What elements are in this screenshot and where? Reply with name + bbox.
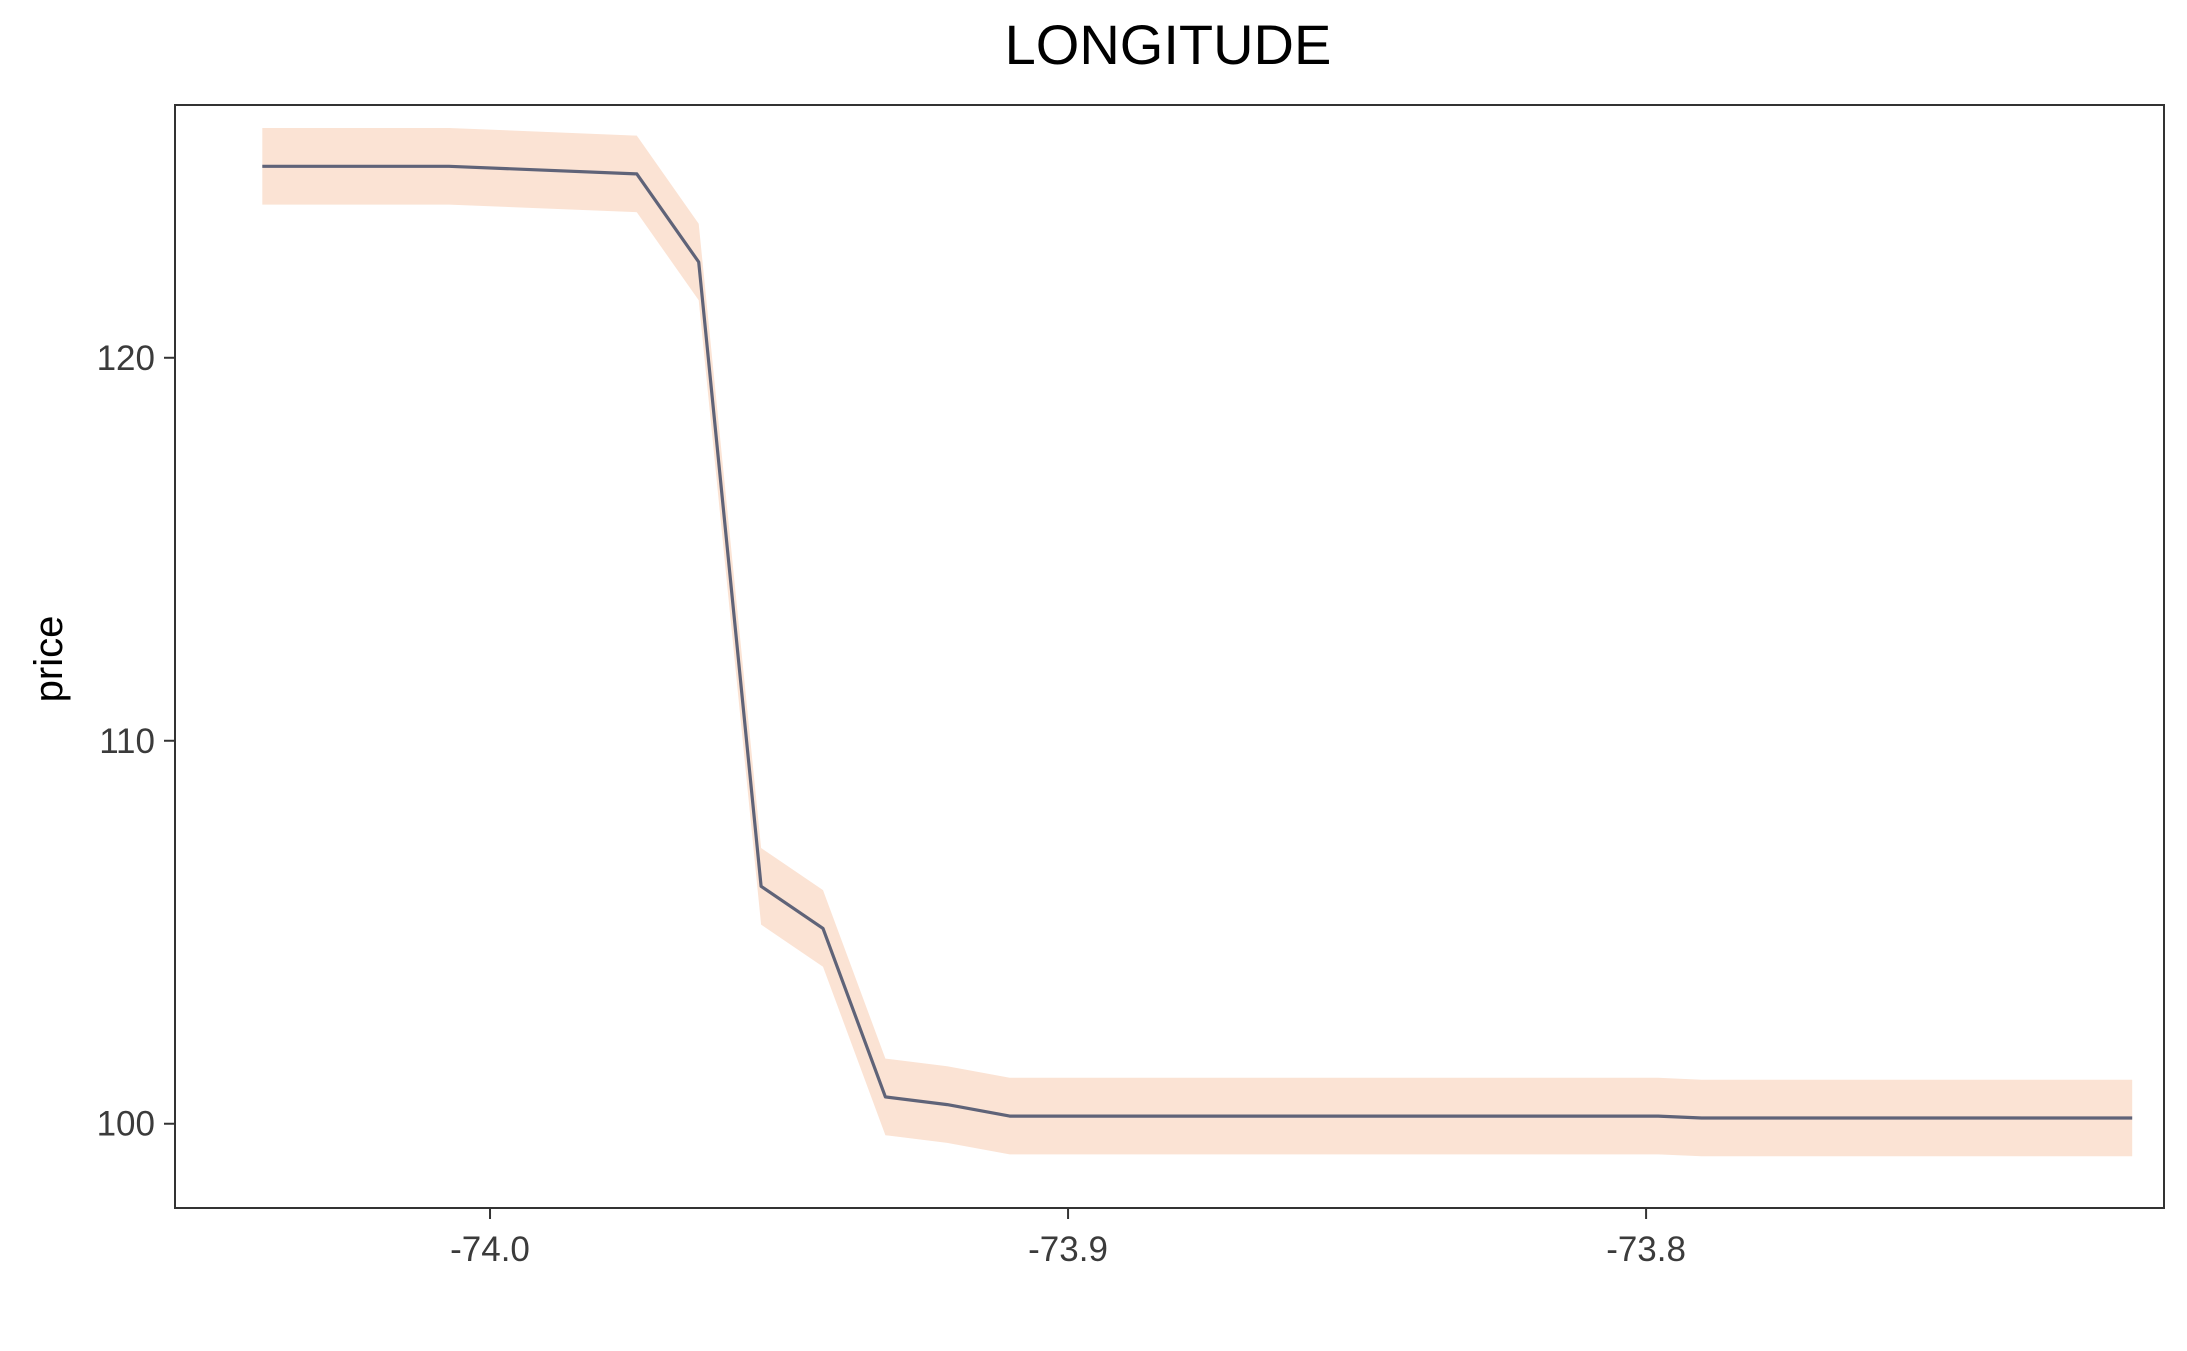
axes: -74.0 -73.9 -73.8 100 110 120 bbox=[97, 339, 1686, 1269]
y-axis-label: price bbox=[27, 616, 71, 703]
chart-title: LONGITUDE bbox=[1005, 13, 1332, 76]
x-tick-label: -74.0 bbox=[450, 1230, 530, 1269]
y-tick-label: 110 bbox=[99, 722, 155, 761]
y-tick-label: 120 bbox=[97, 339, 155, 378]
plot-frame bbox=[174, 104, 2165, 1209]
x-tick-label: -73.8 bbox=[1606, 1230, 1686, 1269]
plot-area bbox=[262, 128, 2133, 1157]
series-line bbox=[262, 164, 2133, 1120]
y-tick-label: 100 bbox=[97, 1105, 155, 1144]
x-tick-label: -73.9 bbox=[1028, 1230, 1108, 1269]
confidence-band bbox=[262, 128, 2133, 1157]
